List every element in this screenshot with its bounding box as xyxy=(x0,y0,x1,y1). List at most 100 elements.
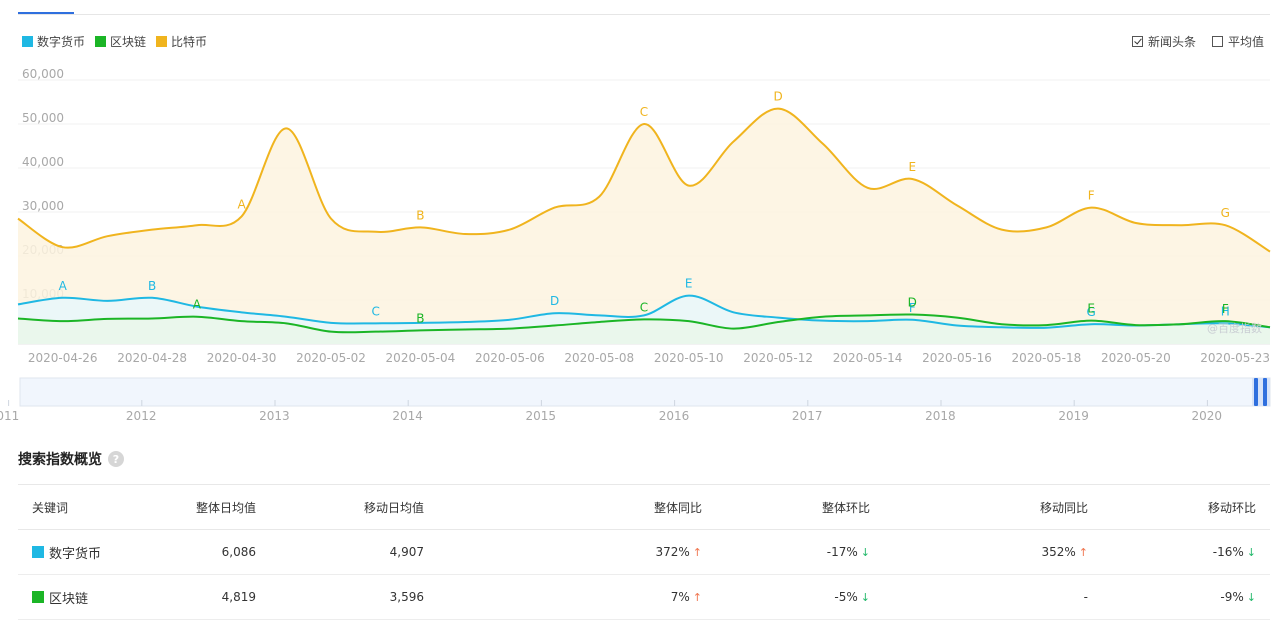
x-tick-label: 2020-04-30 xyxy=(207,351,277,365)
legend-label: 区块链 xyxy=(110,35,147,49)
overview-table: 关键词 整体日均值 移动日均值 整体同比 整体环比 移动同比 移动环比 数字货币 6,086 4… xyxy=(18,484,1270,620)
annotation-label: A xyxy=(237,197,246,211)
column-header[interactable]: 整体同比 xyxy=(438,484,716,530)
metric-cell: 372% ↑ xyxy=(438,529,716,575)
help-icon[interactable]: ? xyxy=(108,451,124,467)
active-tab-indicator xyxy=(18,12,74,15)
metric-cell: -17% ↓ xyxy=(716,529,884,575)
legend-swatch xyxy=(22,36,33,47)
overview-title: 搜索指数概览 ? xyxy=(18,449,124,469)
x-tick-label: 2020-04-26 xyxy=(28,351,98,365)
annotation-label: B xyxy=(416,311,424,325)
checkbox-icon[interactable] xyxy=(1211,36,1223,47)
metric-cell: -5% ↓ xyxy=(716,574,884,620)
metric-value: 372% xyxy=(655,545,690,559)
annotation-label: A xyxy=(193,298,202,312)
keyword-label: 数字货币 xyxy=(49,546,102,562)
trend-chart: 60,00050,00040,00030,00020,00010,000ABCD… xyxy=(0,67,1271,420)
arrow-down-icon: ↓ xyxy=(1246,546,1256,559)
x-tick-label: 2020-05-16 xyxy=(922,351,992,365)
annotation-label: E xyxy=(1087,302,1095,316)
toggle-label: 新闻头条 xyxy=(1147,35,1196,49)
legend-item[interactable]: 区块链 xyxy=(95,33,146,50)
arrow-down-icon: ↓ xyxy=(1246,591,1256,604)
keyword: 区块链 xyxy=(32,588,108,607)
x-tick-label: 2020-05-14 xyxy=(833,351,903,365)
metric-cell: 6,086 xyxy=(122,529,270,575)
overview-slider[interactable] xyxy=(19,377,1271,407)
range-handle[interactable] xyxy=(1254,378,1258,406)
table-row: 区块链 4,819 3,596 7% ↑ -5% ↓ - -9% ↓ xyxy=(18,574,1270,620)
overview-year-label: 2014 xyxy=(392,409,423,420)
series-line xyxy=(17,107,1271,253)
table-row: 数字货币 6,086 4,907 372% ↑ -17% ↓ 352% ↑ -16% ↓ xyxy=(18,529,1270,575)
arrow-down-icon: ↓ xyxy=(860,591,870,604)
checkbox-icon[interactable] xyxy=(1131,36,1143,47)
metric-cell: 4,819 xyxy=(122,574,270,620)
overview-year-label: 2020 xyxy=(1192,409,1223,420)
annotation-label: C xyxy=(640,300,648,314)
legend-item[interactable]: 数字货币 xyxy=(22,33,85,50)
arrow-down-icon: ↓ xyxy=(860,546,870,559)
annotation-label: D xyxy=(550,294,559,308)
column-header[interactable]: 整体日均值 xyxy=(122,484,270,530)
x-tick-label: 2020-05-10 xyxy=(654,351,724,365)
annotation-label: D xyxy=(774,90,783,104)
overview-year-label: 2015 xyxy=(526,409,557,420)
y-tick-label: 60,000 xyxy=(22,67,64,81)
keyword: 数字货币 xyxy=(32,543,108,562)
metric-value: 352% xyxy=(1041,545,1076,559)
column-header[interactable]: 移动环比 xyxy=(1102,484,1270,530)
metric-value: -9% xyxy=(1220,590,1244,604)
toggle-checkbox[interactable]: 新闻头条 xyxy=(1131,33,1196,50)
metric-cell: 7% ↑ xyxy=(438,574,716,620)
annotation-label: E xyxy=(685,277,693,291)
series-area xyxy=(18,108,1270,344)
legend-label: 比特币 xyxy=(171,35,208,49)
y-tick-label: 50,000 xyxy=(22,111,64,125)
metric-cell: 4,907 xyxy=(270,529,438,575)
annotation-label: C xyxy=(372,304,380,318)
legend-item[interactable]: 比特币 xyxy=(156,33,207,50)
keyword-swatch xyxy=(32,546,44,558)
x-tick-label: 2020-05-20 xyxy=(1101,351,1171,365)
annotation-label: F xyxy=(1088,189,1095,203)
column-header[interactable]: 移动日均值 xyxy=(270,484,438,530)
series-area xyxy=(18,314,1270,344)
arrow-up-icon: ↑ xyxy=(692,546,702,559)
metric-cell: 352% ↑ xyxy=(884,529,1102,575)
toggle-checkbox[interactable]: 平均值 xyxy=(1211,33,1264,50)
overview-year-label: 2012 xyxy=(126,409,157,420)
metric-cell: -9% ↓ xyxy=(1102,574,1270,620)
watermark-text: @百度指数 xyxy=(1207,321,1262,335)
metric-value: 6,086 xyxy=(221,545,256,559)
x-tick-label: 2020-04-28 xyxy=(117,351,187,365)
annotation-label: G xyxy=(1086,305,1095,319)
annotation-label: A xyxy=(59,279,68,293)
range-handle[interactable] xyxy=(1263,378,1267,406)
annotation-label: F xyxy=(909,301,916,315)
column-header: 关键词 xyxy=(18,484,122,530)
overview-year-label: 2018 xyxy=(925,409,956,420)
toggle-label: 平均值 xyxy=(1227,35,1264,49)
overview-year-label: 2013 xyxy=(259,409,290,420)
column-header[interactable]: 移动同比 xyxy=(884,484,1102,530)
overview-year-label: 2019 xyxy=(1058,409,1089,420)
overview-year-label: 2017 xyxy=(792,409,823,420)
keyword-cell: 数字货币 xyxy=(18,529,122,575)
table-header-row: 关键词 整体日均值 移动日均值 整体同比 整体环比 移动同比 移动环比 xyxy=(18,484,1270,530)
annotation-label: C xyxy=(640,105,648,119)
annotation-label: E xyxy=(908,160,916,174)
legend-label: 数字货币 xyxy=(37,35,86,49)
metric-value: 3,596 xyxy=(389,590,424,604)
x-tick-label: 2020-05-06 xyxy=(475,351,545,365)
legend-swatch xyxy=(156,36,168,47)
x-tick-label: 2020-05-18 xyxy=(1012,351,1082,365)
x-tick-label: 2020-05-08 xyxy=(564,351,634,365)
annotation-label: B xyxy=(416,208,424,222)
y-tick-label: 30,000 xyxy=(22,199,64,213)
annotation-label: H xyxy=(1221,304,1230,318)
column-header[interactable]: 整体环比 xyxy=(716,484,884,530)
metric-value: -16% xyxy=(1212,545,1244,559)
x-tick-label: 2020-05-23 xyxy=(1200,351,1270,365)
